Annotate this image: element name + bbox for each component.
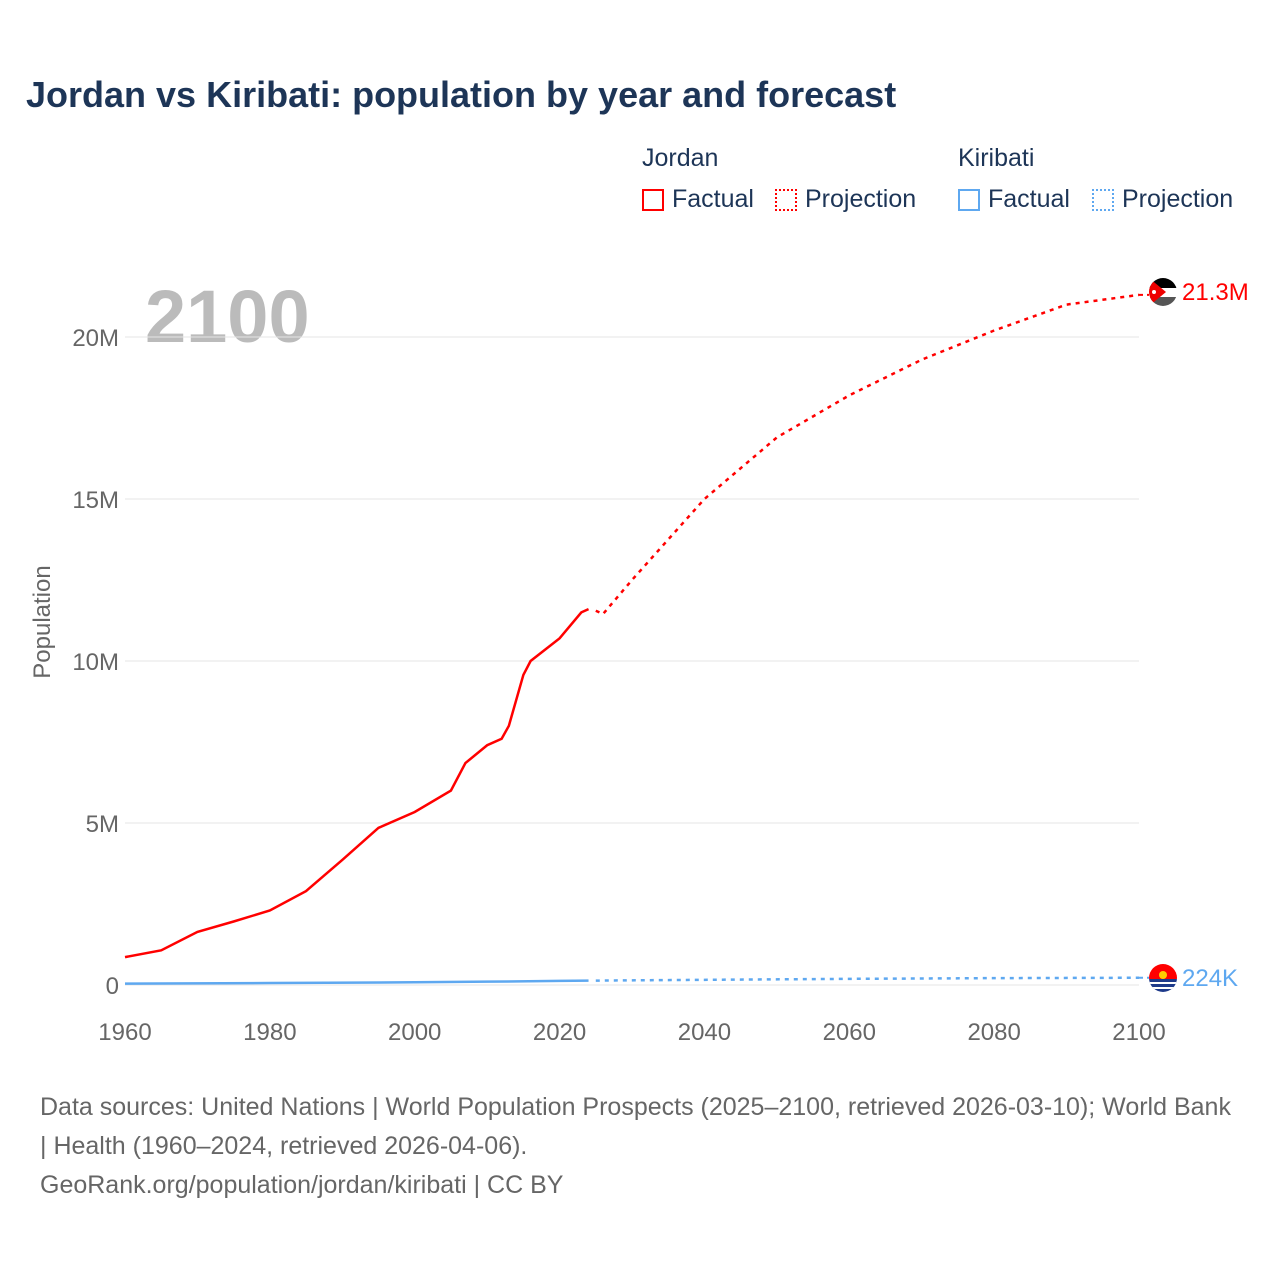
legend-group-jordan: Jordan [642,144,719,172]
y-tick-label: 5M [86,811,119,838]
x-tick-label: 2020 [533,1019,586,1046]
legend-jordan-projection[interactable]: Projection [775,185,916,214]
y-tick-label: 15M [72,487,119,514]
x-tick-label: 2100 [1112,1019,1165,1046]
x-tick-label: 1960 [98,1019,151,1046]
year-watermark: 2100 [145,275,310,358]
legend-label: Factual [988,185,1070,213]
legend-jordan-factual[interactable]: Factual [642,185,754,214]
credit-link[interactable]: GeoRank.org/population/jordan/kiribati |… [40,1171,564,1199]
footer: Data sources: United Nations | World Pop… [40,1088,1240,1205]
y-tick-label: 10M [72,649,119,676]
kiribati-end-label: 224K [1182,965,1238,992]
x-tick-label: 2000 [388,1019,441,1046]
kiribati-flag-icon [1149,964,1177,992]
swatch-solid [958,188,980,211]
y-tick-label: 0 [106,973,119,1000]
legend-kiribati-factual[interactable]: Factual [958,185,1070,214]
legend-group-kiribati: Kiribati [958,144,1035,172]
y-axis-label: Population [29,565,56,678]
legend-kiribati-projection[interactable]: Projection [1092,185,1233,214]
legend-label: Projection [1122,185,1234,213]
chart-title: Jordan vs Kiribati: population by year a… [26,74,897,115]
data-sources: Data sources: United Nations | World Pop… [40,1093,1231,1160]
swatch-dotted [775,188,797,211]
x-tick-label: 1980 [243,1019,296,1046]
kiribati-factual-line [124,979,589,985]
jordan-flag-icon [1149,278,1177,306]
kiribati-projection-line [595,976,1140,982]
x-tick-label: 2080 [967,1019,1020,1046]
jordan-end-label: 21.3M [1182,279,1249,306]
jordan-projection-line [595,293,1140,616]
swatch-solid [642,188,664,211]
x-tick-label: 2060 [823,1019,876,1046]
jordan-factual-line [124,608,590,959]
y-tick-label: 20M [72,325,119,352]
swatch-dotted [1092,188,1114,211]
legend-label: Factual [672,185,754,213]
x-tick-label: 2040 [678,1019,731,1046]
legend-label: Projection [805,185,917,213]
